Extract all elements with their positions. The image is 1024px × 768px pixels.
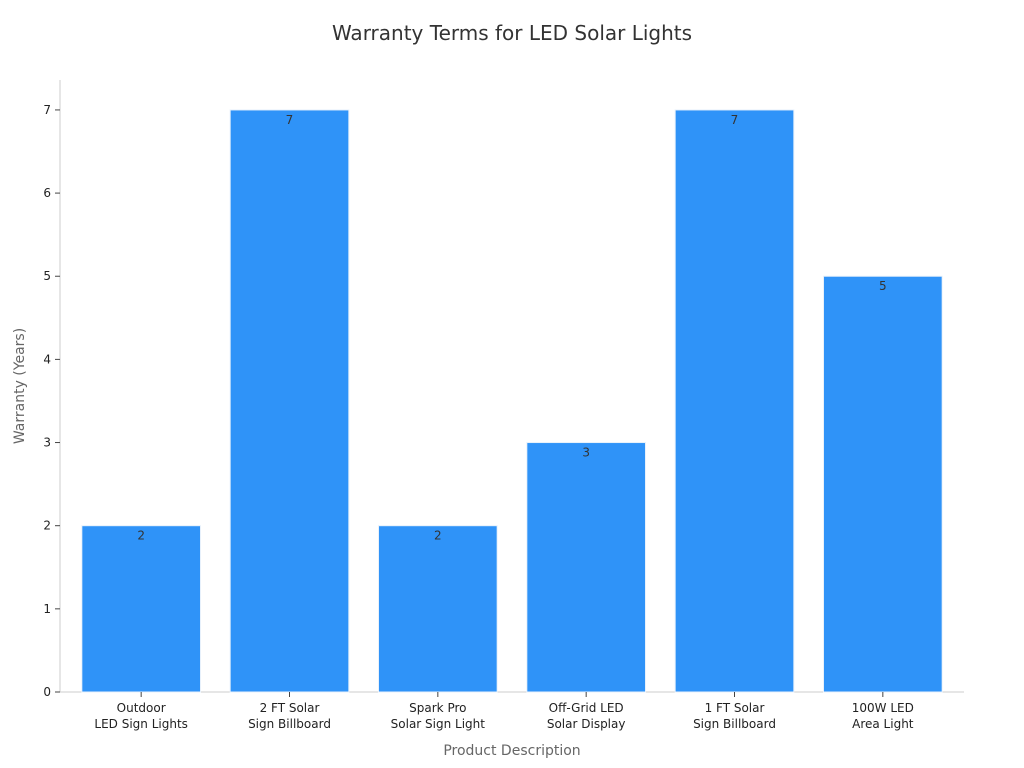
bar-2 — [229, 109, 350, 693]
x-tick-label-2-line-2: Sign Billboard — [248, 717, 331, 731]
data-label-1: 2 — [137, 529, 145, 543]
y-axis-title: Warranty (Years) — [12, 328, 28, 444]
bar-5 — [674, 109, 795, 693]
y-tick-label-5: 5 — [43, 269, 51, 283]
data-label-2: 7 — [286, 113, 294, 127]
bar-3 — [378, 525, 498, 693]
x-tick-label-5-line-1: 1 FT Solar — [705, 701, 765, 715]
chart-title: Warranty Terms for LED Solar Lights — [332, 21, 692, 45]
y-tick-label-6: 6 — [43, 186, 51, 200]
bar-6 — [823, 275, 943, 693]
y-tick-label-2: 2 — [43, 519, 51, 533]
x-tick-label-1-line-2: LED Sign Lights — [94, 717, 188, 731]
y-tick-label-7: 7 — [43, 103, 51, 117]
data-labels-group: 2 7 2 3 7 5 — [137, 113, 886, 543]
y-tick-label-4: 4 — [43, 352, 51, 366]
y-tick-label-0: 0 — [43, 685, 51, 699]
x-tick-label-2-line-1: 2 FT Solar — [260, 701, 320, 715]
x-axis-labels: Outdoor LED Sign Lights 2 FT Solar Sign Bil… — [94, 692, 914, 731]
x-tick-label-3-line-1: Spark Pro — [409, 701, 466, 715]
x-axis-title: Product Description — [443, 743, 580, 759]
y-tick-label-1: 1 — [43, 602, 51, 616]
x-tick-label-6-line-2: Area Light — [852, 717, 914, 731]
x-tick-label-3-line-2: Solar Sign Light — [391, 717, 486, 731]
x-tick-label-4-line-2: Solar Display — [547, 717, 626, 731]
bar-1 — [81, 525, 201, 693]
data-label-4: 3 — [582, 446, 590, 460]
x-tick-label-1-line-1: Outdoor — [117, 701, 166, 715]
y-tick-label-3: 3 — [43, 436, 51, 450]
bars-group — [81, 109, 943, 693]
y-axis-ticks: 0 1 2 3 4 5 6 7 — [43, 103, 60, 699]
data-label-6: 5 — [879, 279, 887, 293]
x-tick-label-4-line-1: Off-Grid LED — [549, 701, 624, 715]
bar-4 — [526, 442, 646, 693]
x-tick-label-6-line-1: 100W LED — [852, 701, 914, 715]
data-label-5: 7 — [731, 113, 739, 127]
data-label-3: 2 — [434, 529, 442, 543]
x-tick-label-5-line-2: Sign Billboard — [693, 717, 776, 731]
